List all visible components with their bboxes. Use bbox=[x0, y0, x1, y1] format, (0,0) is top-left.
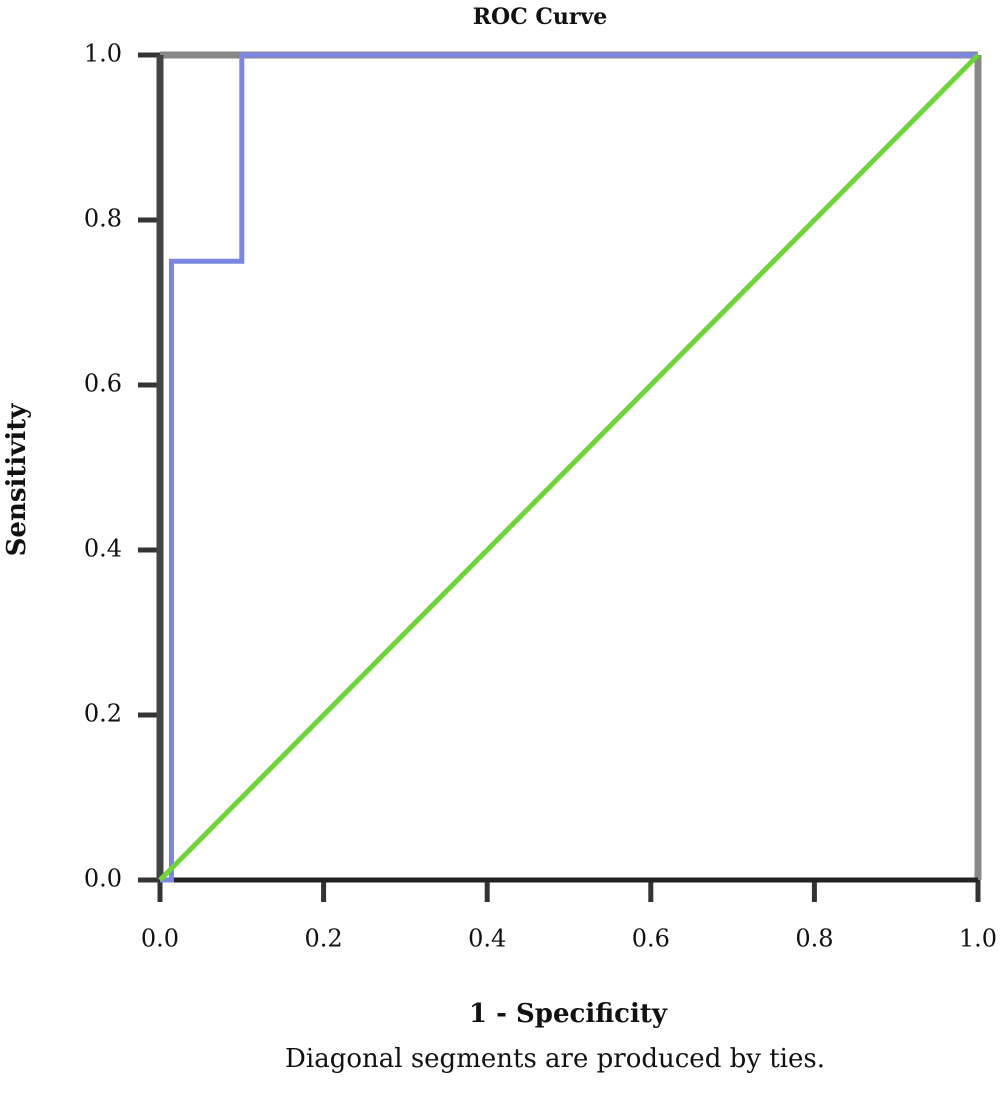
y-tick-label: 0.6 bbox=[84, 370, 122, 398]
series-line bbox=[160, 52, 978, 883]
y-tick-label: 0.8 bbox=[84, 205, 122, 233]
x-tick-label: 0.4 bbox=[468, 925, 506, 953]
x-tick-label: 1.0 bbox=[959, 925, 997, 953]
series-line bbox=[158, 53, 980, 882]
y-tick-label: 0.4 bbox=[84, 535, 122, 563]
y-tick-label: 0.0 bbox=[84, 865, 122, 893]
x-tick-label: 0.8 bbox=[795, 925, 833, 953]
x-tick-label: 0.0 bbox=[141, 925, 179, 953]
y-axis-label: Sensitivity bbox=[2, 403, 32, 557]
note: Diagonal segments are produced by ties. bbox=[285, 1044, 825, 1074]
x-tick-label: 0.6 bbox=[632, 925, 670, 953]
y-tick-label: 1.0 bbox=[84, 40, 122, 68]
x-axis-label: 1 - Specificity bbox=[469, 999, 668, 1029]
x-tick-label: 0.2 bbox=[305, 925, 343, 953]
chart-title: ROC Curve bbox=[473, 4, 608, 30]
y-tick-label: 0.2 bbox=[84, 700, 122, 728]
